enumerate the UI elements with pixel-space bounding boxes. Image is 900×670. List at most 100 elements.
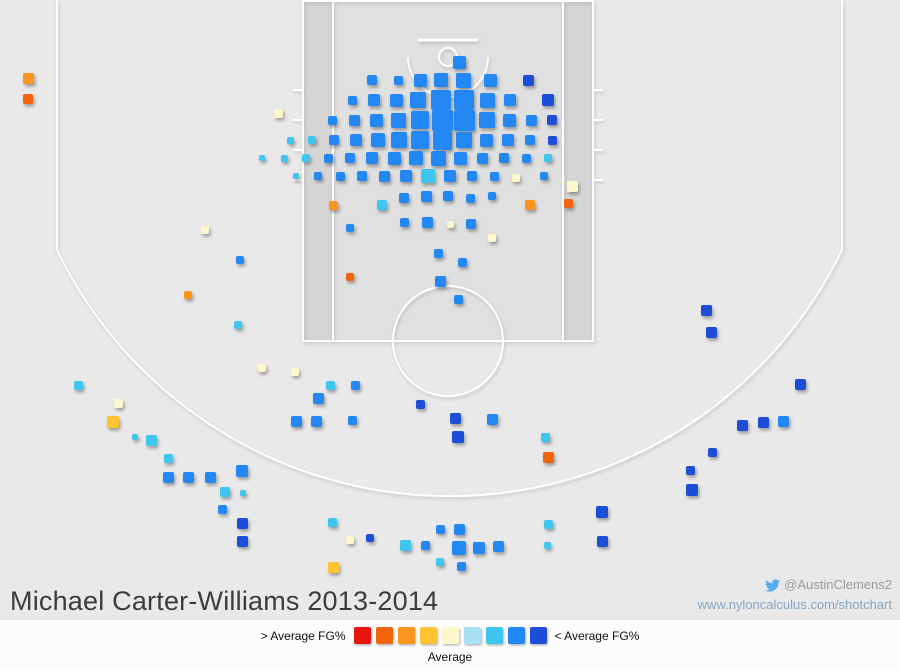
legend-swatch xyxy=(419,627,437,644)
shot-square xyxy=(466,219,476,229)
legend-swatch xyxy=(485,627,503,644)
shot-square xyxy=(453,523,465,535)
legend-swatch xyxy=(463,627,481,644)
shot-square xyxy=(310,415,322,427)
shot-square xyxy=(348,114,360,126)
shot-square xyxy=(411,131,429,149)
shot-square xyxy=(705,326,717,338)
court-lines xyxy=(56,0,843,498)
legend-center-label: Average xyxy=(427,650,473,664)
shot-square xyxy=(456,561,466,571)
shot-square xyxy=(502,134,514,146)
shot-square xyxy=(420,190,432,202)
shot-square xyxy=(433,248,443,258)
chart-title: Michael Carter-Williams 2013-2014 xyxy=(10,586,439,616)
shot-square xyxy=(273,108,283,118)
shot-square xyxy=(347,415,357,425)
free-throw-circle xyxy=(392,285,504,397)
shot-square xyxy=(479,92,495,108)
shot-square xyxy=(346,536,354,544)
shot-square xyxy=(434,275,446,287)
shot-square xyxy=(286,136,294,144)
shot-square xyxy=(454,90,474,110)
shot-square xyxy=(543,541,551,549)
shot-square xyxy=(347,95,357,105)
lane-strip-left xyxy=(303,0,333,341)
shot-square xyxy=(436,558,444,566)
shot-square xyxy=(410,92,426,108)
shot-square xyxy=(378,170,390,182)
shot-square xyxy=(236,256,244,264)
shot-square xyxy=(368,94,380,106)
shot-square xyxy=(467,171,477,181)
legend-swatch xyxy=(397,627,415,644)
shot-square xyxy=(707,447,717,457)
twitter-credit-link[interactable]: @AustinClemens2 xyxy=(698,575,892,595)
shot-square xyxy=(393,75,403,85)
site-url-link[interactable]: www.nyloncalculus.com/shotchart xyxy=(697,597,892,613)
legend-swatch xyxy=(529,627,547,644)
shot-square xyxy=(366,534,374,542)
legend-swatch xyxy=(353,627,371,644)
shot-square xyxy=(350,134,362,146)
shot-square xyxy=(389,93,403,107)
shot-square xyxy=(107,416,119,428)
shot-square xyxy=(547,135,557,145)
shot-square xyxy=(757,416,769,428)
shot-square xyxy=(345,153,355,163)
shot-square xyxy=(473,542,485,554)
shot-square xyxy=(525,200,535,210)
shot-square xyxy=(420,540,430,550)
shot-square xyxy=(456,132,472,148)
legend-swatch xyxy=(507,627,525,644)
shot-square xyxy=(201,226,209,234)
shot-square xyxy=(566,180,578,192)
shot-square xyxy=(431,109,453,131)
shot-square xyxy=(293,173,299,179)
shot-square xyxy=(479,112,495,128)
shot-square xyxy=(563,198,573,208)
shot-square xyxy=(366,152,378,164)
shot-square xyxy=(240,490,246,496)
court-diagram xyxy=(56,0,843,498)
shot-square xyxy=(453,109,475,131)
shot-square xyxy=(409,151,423,165)
shot-square xyxy=(543,519,553,529)
shot-square xyxy=(217,504,227,514)
shot-square xyxy=(312,392,324,404)
legend-right-label: < Average FG% xyxy=(554,628,640,643)
shot-square xyxy=(387,151,401,165)
shot-square xyxy=(434,73,448,87)
shot-square xyxy=(413,73,427,87)
shot-square xyxy=(540,172,548,180)
legend-swatch xyxy=(441,627,459,644)
shot-square xyxy=(367,75,377,85)
shot-square xyxy=(346,224,354,232)
shot-square xyxy=(145,434,157,446)
shot-square xyxy=(325,380,335,390)
legend-swatch xyxy=(375,627,393,644)
shot-square xyxy=(457,257,467,267)
shot-square xyxy=(327,517,337,527)
lane-strip-right xyxy=(563,0,593,341)
shot-square xyxy=(258,364,266,372)
shot-square xyxy=(400,170,412,182)
shot-square xyxy=(542,94,554,106)
shot-square xyxy=(350,380,360,390)
shot-square xyxy=(542,451,554,463)
shot-square xyxy=(377,200,387,210)
shot-square xyxy=(596,506,608,518)
shot-square xyxy=(435,524,445,534)
shot-square xyxy=(291,368,299,376)
shot-square xyxy=(391,132,407,148)
shot-square xyxy=(504,94,516,106)
shot-square xyxy=(432,130,452,150)
shot-square xyxy=(686,484,698,496)
shot-square xyxy=(465,193,475,203)
shot-squares-layer xyxy=(22,55,806,573)
shot-square xyxy=(335,171,345,181)
shot-square xyxy=(685,465,695,475)
shot-square xyxy=(327,115,337,125)
legend: > Average FG% < Average FG% xyxy=(0,627,900,644)
